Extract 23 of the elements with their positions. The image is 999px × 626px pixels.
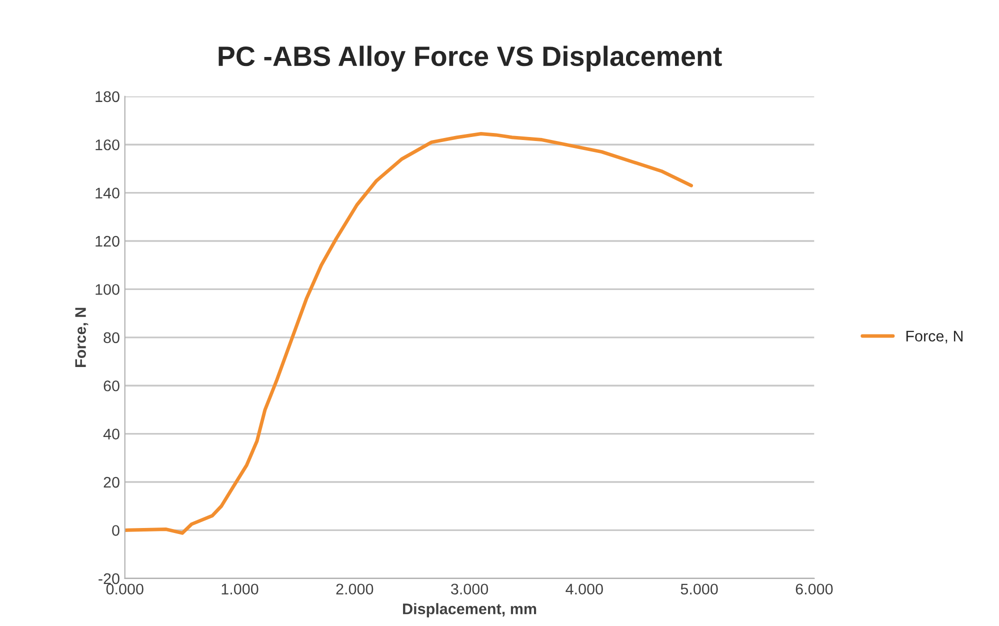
y-tick-label: 60 (104, 380, 120, 392)
chart-title: PC -ABS Alloy Force VS Displacement (218, 46, 722, 72)
y-tick-label: -20 (98, 573, 120, 584)
x-tick-label: 1.000 (222, 584, 258, 595)
y-tick-label: 120 (96, 236, 120, 247)
y-tick-label: 80 (104, 332, 120, 344)
x-axis-title: Displacement, mm (403, 603, 536, 618)
y-axis-title: Force, N (75, 308, 88, 367)
y-tick-label: 160 (96, 139, 120, 150)
legend-label: Force, N (906, 330, 963, 344)
x-tick-label: 6.000 (796, 584, 833, 595)
x-tick-label: 0.000 (106, 584, 144, 595)
x-tick-label: 5.000 (680, 584, 718, 595)
y-tick-label: 0 (112, 525, 120, 536)
y-tick-label: 40 (103, 428, 120, 440)
y-tick-label: 100 (96, 284, 120, 295)
x-tick-label: 3.000 (451, 584, 488, 595)
y-tick-label: 180 (96, 91, 120, 102)
x-tick-label: 2.000 (336, 584, 374, 595)
x-tick-label: 4.000 (566, 584, 603, 595)
y-tick-label: 140 (96, 188, 120, 198)
line-series (124, 132, 693, 535)
y-tick-label: 20 (104, 476, 120, 488)
